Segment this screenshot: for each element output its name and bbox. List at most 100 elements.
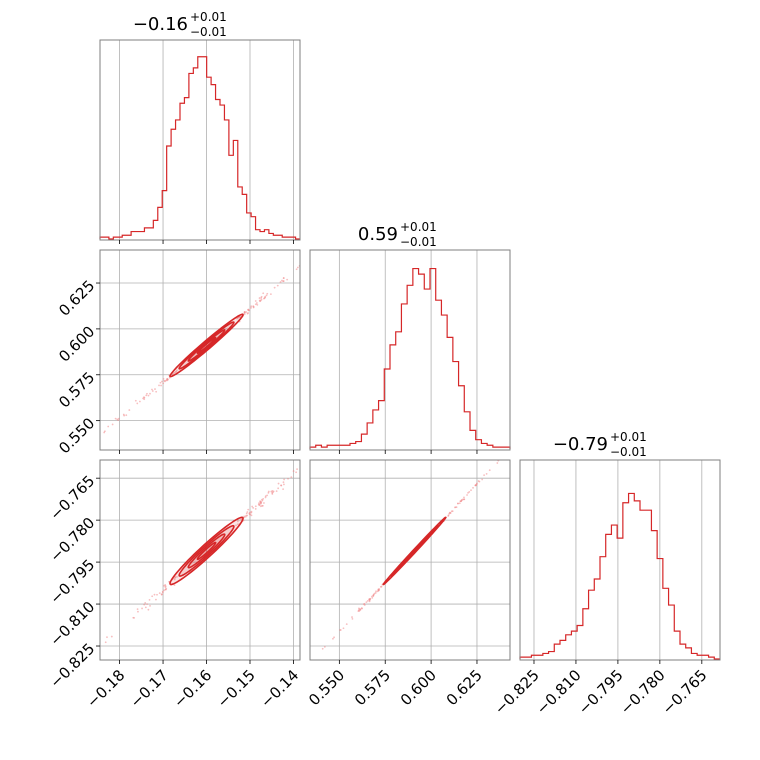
sample-point (459, 500, 462, 503)
sample-point (260, 298, 263, 301)
sample-point (474, 484, 477, 487)
sample-point (252, 306, 255, 308)
sample-point (236, 520, 239, 523)
axes-frame (99, 249, 301, 451)
sample-point (149, 604, 151, 607)
sample-point (158, 384, 160, 387)
sample-point (155, 390, 158, 393)
sample-point (361, 607, 363, 610)
sample-point (147, 608, 150, 611)
sample-point (460, 499, 463, 501)
sample-point (136, 608, 139, 611)
x-tick-label: −0.17 (127, 666, 172, 711)
sample-point (162, 378, 165, 380)
sample-point (458, 502, 461, 505)
sample-point (283, 478, 285, 481)
sample-point (252, 506, 255, 509)
x-tick-label: −0.765 (659, 666, 711, 718)
sample-point (161, 380, 163, 383)
x-tick-label: 0.600 (397, 666, 440, 709)
sample-point (243, 310, 246, 313)
sample-point (374, 591, 377, 594)
sample-point (496, 462, 499, 464)
param-title-value: 0.59 (358, 224, 398, 245)
y-tick-label: −0.825 (46, 640, 98, 692)
sample-point (254, 300, 257, 302)
sample-point (155, 598, 157, 601)
sample-point (282, 488, 285, 491)
sample-point (306, 261, 308, 263)
sample-point (375, 590, 377, 593)
hist-panel-0: −0.16 +0.01−0.01 (99, 10, 301, 244)
sample-point (359, 608, 362, 611)
sample-point (463, 496, 465, 499)
x-tick-label: −0.780 (617, 666, 669, 718)
x-tick-label: −0.15 (214, 666, 259, 711)
sample-point (250, 305, 253, 308)
sample-point (154, 388, 156, 390)
x-tick-label: −0.795 (575, 666, 627, 718)
sample-point (371, 596, 374, 599)
sample-point (323, 645, 326, 648)
sample-point (173, 371, 176, 374)
sample-point (245, 514, 248, 517)
sample-point (272, 491, 274, 494)
histogram-0 (99, 56, 300, 240)
x-tick-label: −0.810 (533, 666, 585, 718)
sample-point (98, 648, 100, 650)
sample-point (104, 641, 107, 644)
contour-level-1 (187, 533, 226, 569)
y-tick-label: 0.625 (55, 277, 98, 320)
sample-point (457, 502, 459, 505)
sample-point (470, 489, 472, 492)
sample-point (450, 510, 453, 513)
sample-point (136, 402, 139, 405)
param-title-lower: −0.01 (400, 235, 437, 249)
sample-point (173, 584, 176, 587)
sample-point (167, 378, 169, 381)
sample-point (240, 518, 243, 521)
sample-point (43, 480, 45, 482)
x-tick-label: 0.575 (351, 666, 394, 709)
sample-point (144, 601, 147, 604)
sample-point (250, 514, 253, 517)
sample-point (160, 384, 162, 387)
sample-point (122, 413, 125, 416)
contour-level-1 (187, 329, 226, 362)
sample-point (259, 505, 262, 508)
contour-level-0 (196, 336, 217, 355)
sample-point (114, 417, 117, 420)
sample-point (447, 514, 450, 517)
y-tick-label: 0.550 (55, 414, 98, 457)
sample-point (160, 593, 163, 596)
sample-point (258, 297, 261, 299)
sample-point (148, 598, 151, 601)
param-title-upper: +0.01 (190, 10, 227, 24)
sample-point (337, 434, 339, 436)
sample-point (248, 512, 251, 515)
sample-point (455, 506, 458, 509)
sample-point (321, 247, 323, 249)
pair-panel-0-2 (96, 426, 343, 664)
sample-point (147, 394, 150, 397)
sample-point (163, 379, 166, 382)
sample-point (256, 302, 258, 304)
sample-point (256, 304, 259, 306)
y-tick-label: −0.810 (46, 598, 98, 650)
contour-level-3 (169, 313, 244, 378)
sample-point (156, 593, 158, 596)
sample-point (518, 437, 520, 439)
sample-point (290, 476, 293, 479)
sample-point (164, 584, 167, 586)
sample-point (292, 470, 295, 472)
sample-point (296, 266, 299, 269)
sample-point (251, 505, 254, 508)
sample-point (261, 504, 264, 507)
sample-point (341, 426, 343, 428)
sample-point (117, 417, 120, 420)
histogram-2 (519, 492, 720, 660)
sample-point (303, 262, 305, 264)
sample-point (282, 280, 285, 282)
sample-point (281, 279, 283, 282)
y-tick-label: 0.600 (55, 323, 98, 366)
